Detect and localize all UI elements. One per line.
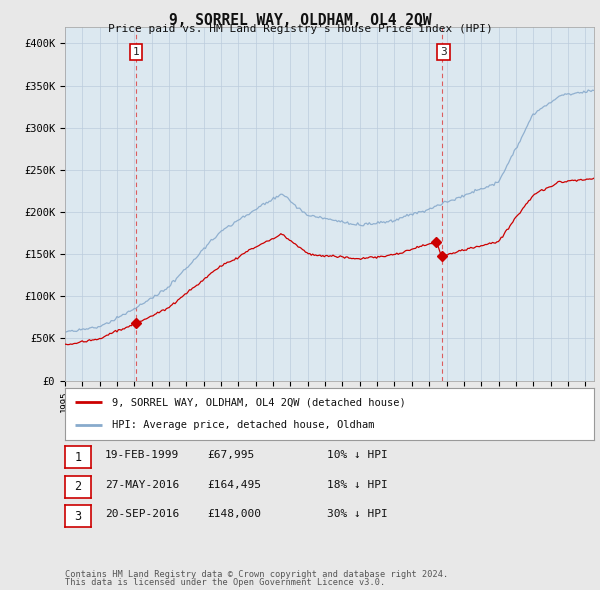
Text: 20-SEP-2016: 20-SEP-2016 bbox=[105, 510, 179, 519]
Text: 9, SORREL WAY, OLDHAM, OL4 2QW: 9, SORREL WAY, OLDHAM, OL4 2QW bbox=[169, 13, 431, 28]
Text: 1: 1 bbox=[74, 451, 82, 464]
Text: This data is licensed under the Open Government Licence v3.0.: This data is licensed under the Open Gov… bbox=[65, 578, 385, 587]
Text: 19-FEB-1999: 19-FEB-1999 bbox=[105, 451, 179, 460]
Text: 30% ↓ HPI: 30% ↓ HPI bbox=[327, 510, 388, 519]
Text: HPI: Average price, detached house, Oldham: HPI: Average price, detached house, Oldh… bbox=[112, 420, 375, 430]
Text: Contains HM Land Registry data © Crown copyright and database right 2024.: Contains HM Land Registry data © Crown c… bbox=[65, 570, 448, 579]
Text: £67,995: £67,995 bbox=[207, 451, 254, 460]
Text: Price paid vs. HM Land Registry's House Price Index (HPI): Price paid vs. HM Land Registry's House … bbox=[107, 24, 493, 34]
Text: £148,000: £148,000 bbox=[207, 510, 261, 519]
Text: £164,495: £164,495 bbox=[207, 480, 261, 490]
Text: 3: 3 bbox=[74, 510, 82, 523]
Text: 2: 2 bbox=[74, 480, 82, 493]
Text: 9, SORREL WAY, OLDHAM, OL4 2QW (detached house): 9, SORREL WAY, OLDHAM, OL4 2QW (detached… bbox=[112, 397, 406, 407]
Text: 18% ↓ HPI: 18% ↓ HPI bbox=[327, 480, 388, 490]
Text: 27-MAY-2016: 27-MAY-2016 bbox=[105, 480, 179, 490]
Text: 3: 3 bbox=[440, 47, 447, 57]
Text: 10% ↓ HPI: 10% ↓ HPI bbox=[327, 451, 388, 460]
Text: 1: 1 bbox=[133, 47, 140, 57]
